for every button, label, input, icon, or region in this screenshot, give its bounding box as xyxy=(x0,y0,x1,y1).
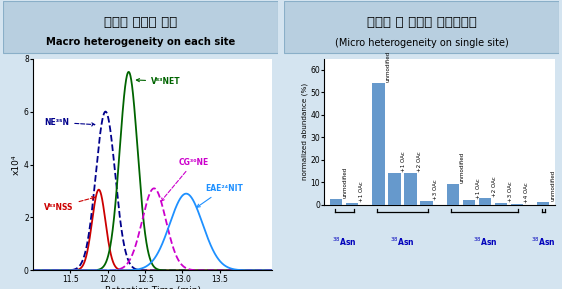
FancyBboxPatch shape xyxy=(284,1,559,53)
Text: Macro heterogeneity on each site: Macro heterogeneity on each site xyxy=(46,37,235,47)
Text: 당자리 별 당사슬 프로파일링: 당자리 별 당사슬 프로파일링 xyxy=(367,16,477,29)
Text: 당자리 점유율 확인: 당자리 점유율 확인 xyxy=(103,16,177,29)
Text: (Micro heterogeneity on single site): (Micro heterogeneity on single site) xyxy=(335,38,509,48)
FancyBboxPatch shape xyxy=(3,1,278,53)
